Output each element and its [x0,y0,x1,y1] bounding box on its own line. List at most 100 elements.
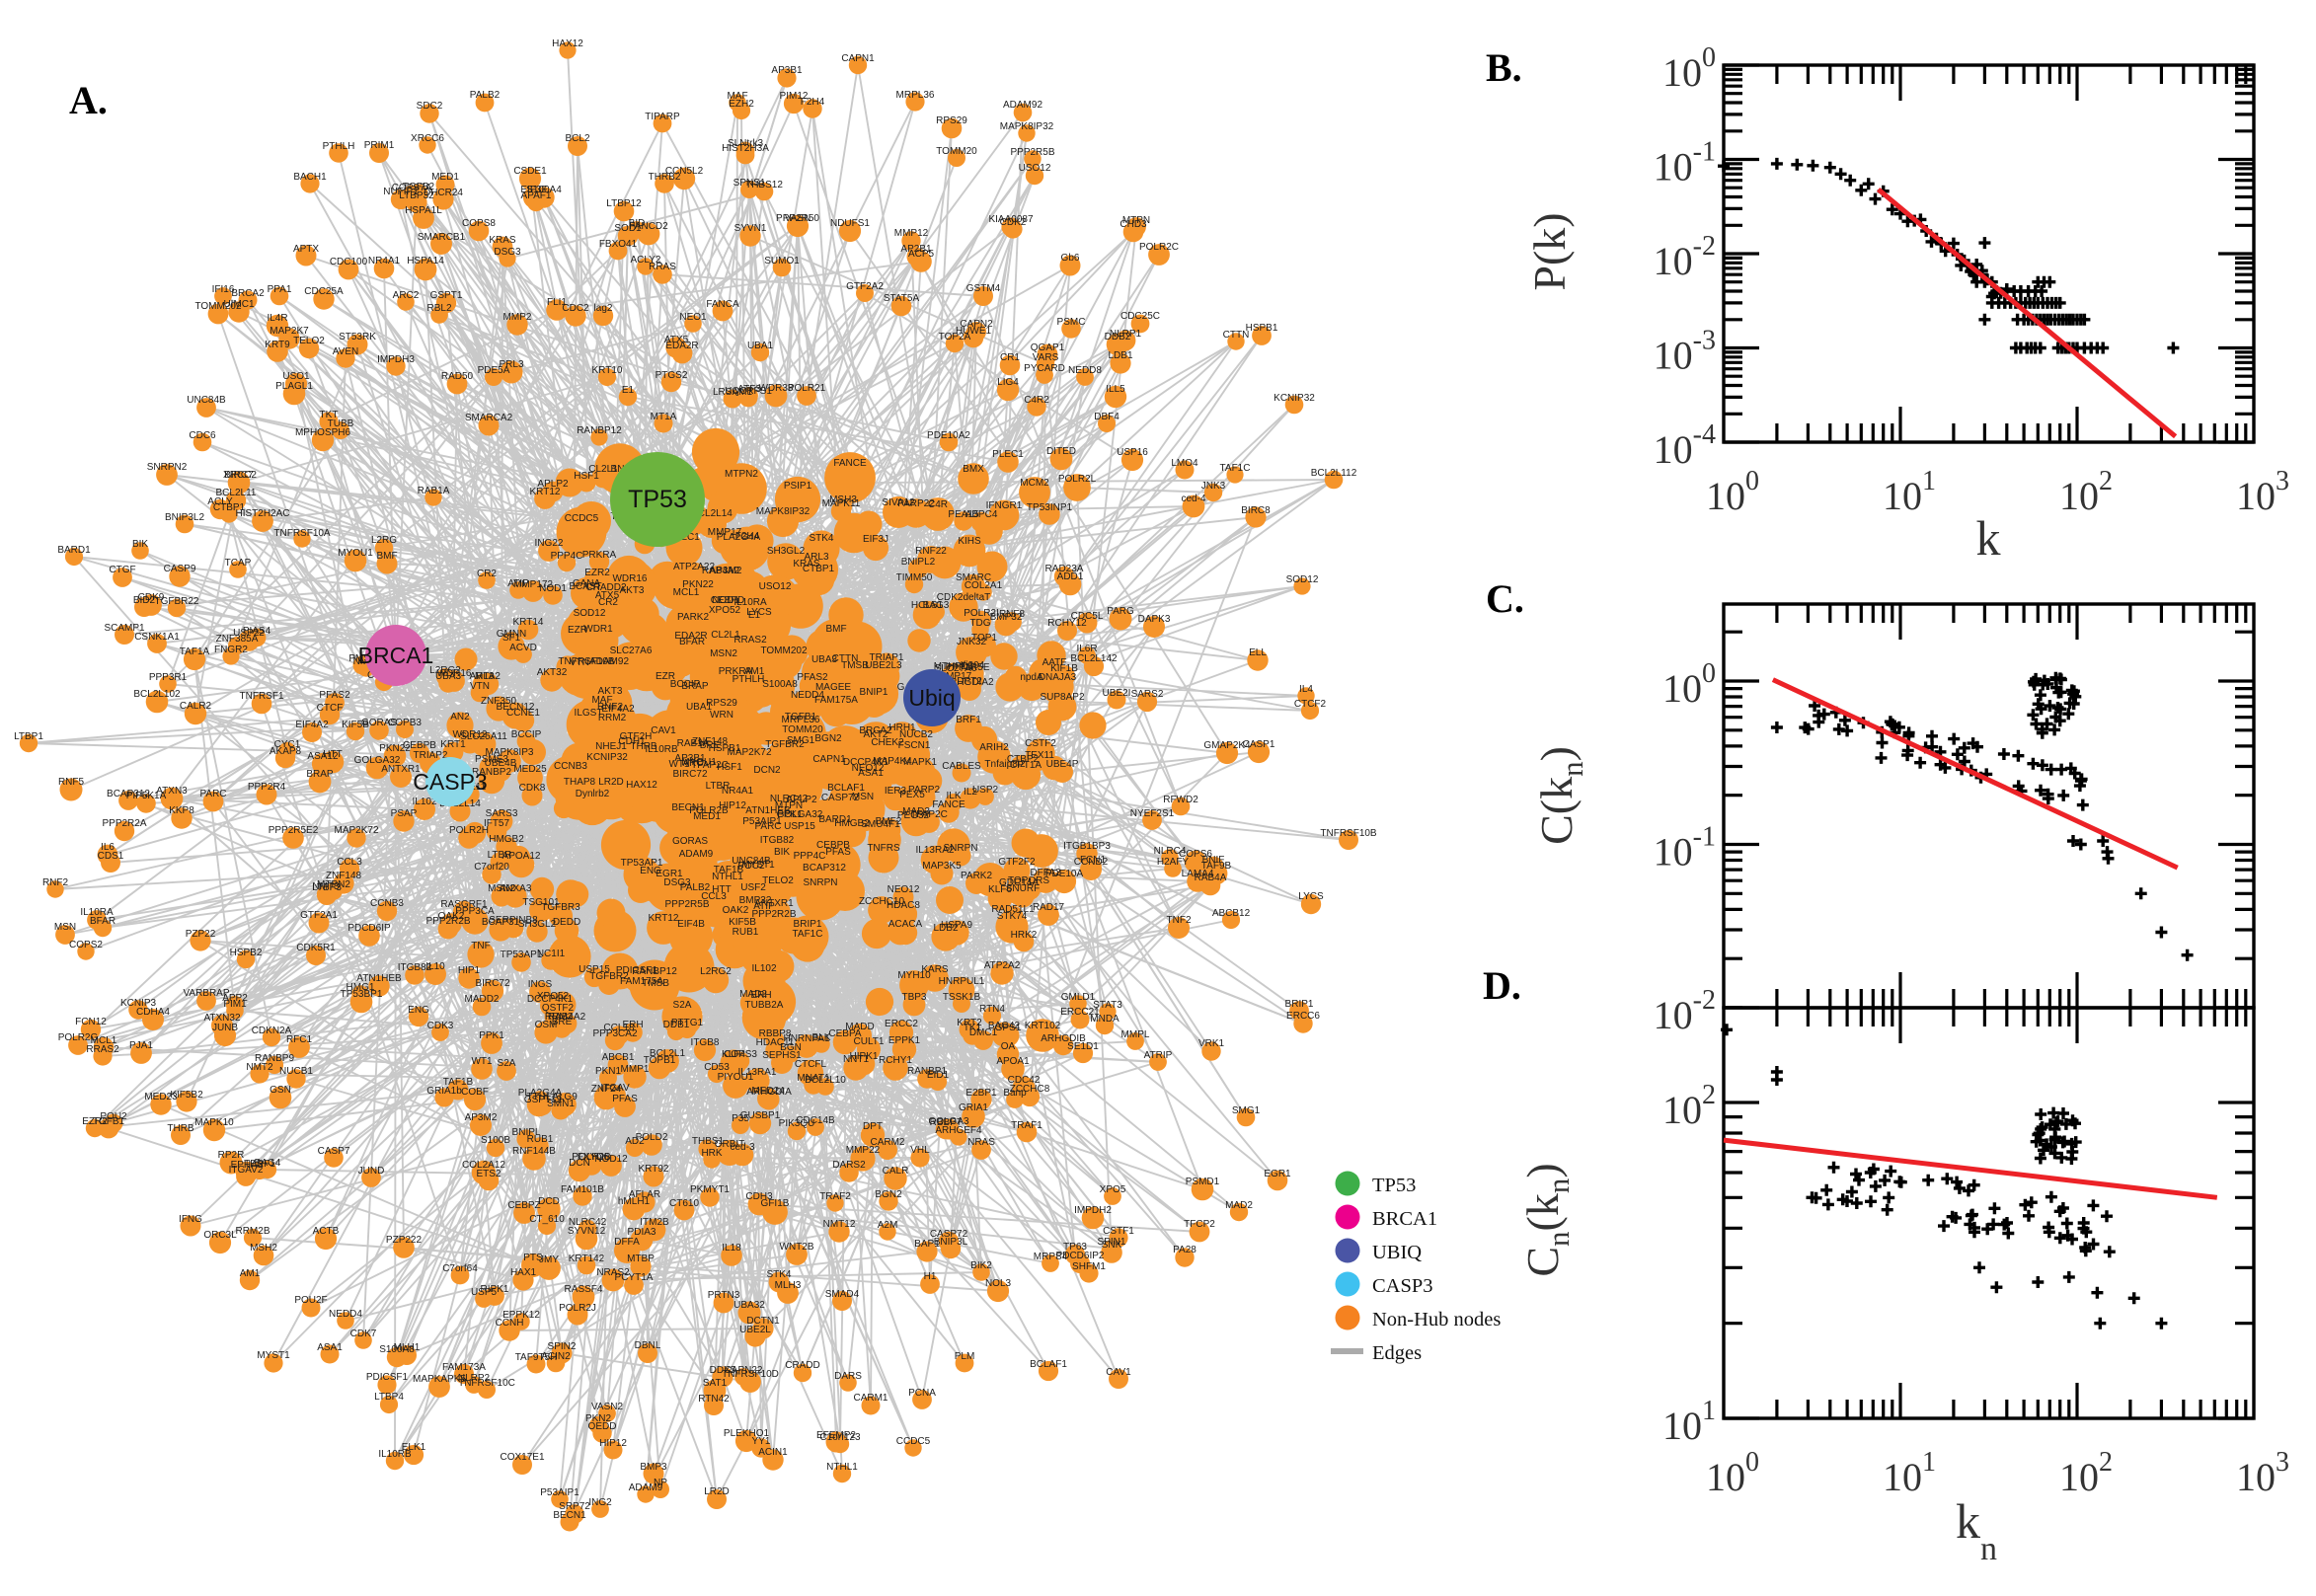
svg-text:CTBP1: CTBP1 [803,564,835,574]
svg-text:GMLD1: GMLD1 [1061,992,1096,1003]
svg-text:TRIAP1: TRIAP1 [869,652,903,663]
svg-text:NOD1: NOD1 [539,583,567,594]
svg-text:CASP72: CASP72 [930,1229,968,1240]
svg-text:ced-4: ced-4 [1181,494,1205,504]
svg-text:CAV1: CAV1 [1106,1367,1131,1378]
svg-text:UBA32: UBA32 [733,1300,765,1311]
svg-text:GMAP2K4: GMAP2K4 [1203,740,1251,751]
svg-text:SH3GL2: SH3GL2 [767,546,806,557]
svg-text:PDCD6IP: PDCD6IP [347,923,391,934]
svg-text:F2H4: F2H4 [735,531,760,542]
svg-text:PPP2R2B: PPP2R2B [425,916,470,927]
svg-text:FBXO41: FBXO41 [599,239,638,250]
svg-text:GSPT1: GSPT1 [430,290,463,301]
svg-text:NYEF2S1: NYEF2S1 [1130,808,1175,819]
svg-text:IL102: IL102 [751,963,776,974]
svg-text:MTPN2: MTPN2 [317,879,350,890]
svg-text:CSTF1: CSTF1 [1103,1226,1134,1237]
svg-text:RBBP8: RBBP8 [759,1028,792,1039]
svg-text:VASN: VASN [785,213,811,224]
svg-text:GORAS: GORAS [361,718,397,728]
svg-text:LMO4: LMO4 [1171,458,1198,469]
svg-text:MMPL: MMPL [1121,1029,1150,1040]
svg-text:KRT10: KRT10 [592,365,623,376]
svg-text:COBF: COBF [461,1087,489,1098]
svg-text:KRT9: KRT9 [265,340,290,350]
svg-text:FAM173A: FAM173A [442,1362,486,1373]
svg-text:HMGB2: HMGB2 [489,834,524,845]
svg-text:PTGS2: PTGS2 [656,370,688,381]
svg-text:CDK7: CDK7 [350,1329,377,1339]
svg-text:NEDD8: NEDD8 [1068,365,1102,376]
svg-text:PPK1: PPK1 [479,1030,504,1041]
svg-text:P53AIP1: P53AIP1 [540,1487,579,1498]
svg-text:HSPB1: HSPB1 [709,743,741,754]
svg-text:HTT: HTT [323,749,342,760]
svg-text:NMT2: NMT2 [246,1062,273,1073]
svg-text:CSDE1: CSDE1 [513,166,547,177]
svg-text:NOL3: NOL3 [985,1278,1012,1289]
svg-text:BMP3: BMP3 [640,1462,667,1473]
svg-text:DAPK3: DAPK3 [1138,614,1171,625]
svg-text:PKN1: PKN1 [595,1066,622,1077]
svg-text:KRT92: KRT92 [639,1164,669,1175]
svg-text:ITGAV: ITGAV [600,1083,630,1094]
svg-text:WDR1: WDR1 [583,624,613,635]
svg-text:PZP222: PZP222 [386,1235,423,1246]
svg-text:SHFM1: SHFM1 [1072,1261,1106,1272]
svg-text:ING2: ING2 [588,1497,612,1508]
svg-text:CEBPD: CEBPD [711,595,744,606]
svg-text:DCN2: DCN2 [753,765,781,776]
svg-text:MAF: MAF [727,91,747,102]
svg-text:BIRC72: BIRC72 [475,978,509,989]
svg-text:MCL1: MCL1 [91,1035,117,1046]
svg-text:PARC: PARC [199,789,226,799]
svg-text:PFAS: PFAS [612,1094,638,1104]
svg-text:THAP8: THAP8 [564,777,596,788]
svg-text:LTBR: LTBR [488,850,512,861]
svg-text:NLRP2: NLRP2 [458,1373,491,1384]
svg-text:ARHGEF4: ARHGEF4 [935,1125,982,1136]
svg-text:NR4A1: NR4A1 [368,256,401,266]
svg-text:TAF1C: TAF1C [793,929,823,940]
svg-text:BIK2: BIK2 [970,1260,992,1271]
svg-text:CHEK2: CHEK2 [871,737,904,748]
svg-text:IL4R: IL4R [267,313,287,324]
svg-text:UBE2I: UBE2I [1103,688,1131,699]
svg-text:RAB1A: RAB1A [418,486,450,496]
svg-text:TNFRSF10D: TNFRSF10D [722,1369,779,1380]
svg-text:VTN: VTN [570,657,589,668]
svg-text:EPPK1: EPPK1 [888,1035,921,1046]
svg-text:DPT: DPT [863,1121,883,1132]
svg-text:TKT: TKT [320,410,339,420]
svg-text:CDK5R1: CDK5R1 [296,943,336,953]
svg-text:POU2F: POU2F [294,1295,327,1306]
svg-text:CTBP1: CTBP1 [213,502,246,513]
svg-text:BCCIP: BCCIP [511,729,542,740]
svg-text:BMF: BMF [376,551,397,562]
svg-text:MAP3K5: MAP3K5 [922,861,962,872]
svg-text:CCDC5: CCDC5 [896,1436,931,1447]
svg-text:CDC5L: CDC5L [1071,611,1104,622]
svg-text:ANTXR1: ANTXR1 [754,898,794,909]
svg-text:MAPK1: MAPK1 [903,757,937,768]
svg-text:CCNB3: CCNB3 [370,898,404,909]
svg-text:CASP9: CASP9 [164,564,196,574]
svg-text:RANBP1: RANBP1 [907,1066,947,1077]
svg-text:EPPK12: EPPK12 [502,1310,540,1321]
svg-text:P(k): P(k) [1524,212,1575,290]
svg-text:CR2: CR2 [477,569,497,579]
svg-text:MMP12: MMP12 [894,228,929,239]
svg-text:PTHLH: PTHLH [323,141,355,152]
svg-text:TAF1C: TAF1C [1220,463,1251,474]
svg-text:MSH3: MSH3 [829,494,857,505]
svg-text:LTBP4: LTBP4 [374,1392,404,1403]
svg-text:AM1: AM1 [240,1268,261,1279]
svg-text:RRM2B: RRM2B [235,1226,270,1237]
svg-text:BGN: BGN [780,1042,802,1053]
svg-text:NEO1: NEO1 [679,312,707,323]
svg-text:PRIM1: PRIM1 [364,140,395,151]
svg-text:HSPB1: HSPB1 [1246,323,1278,334]
svg-text:TIMM50: TIMM50 [896,572,933,583]
svg-text:BLK: BLK [812,1032,831,1043]
